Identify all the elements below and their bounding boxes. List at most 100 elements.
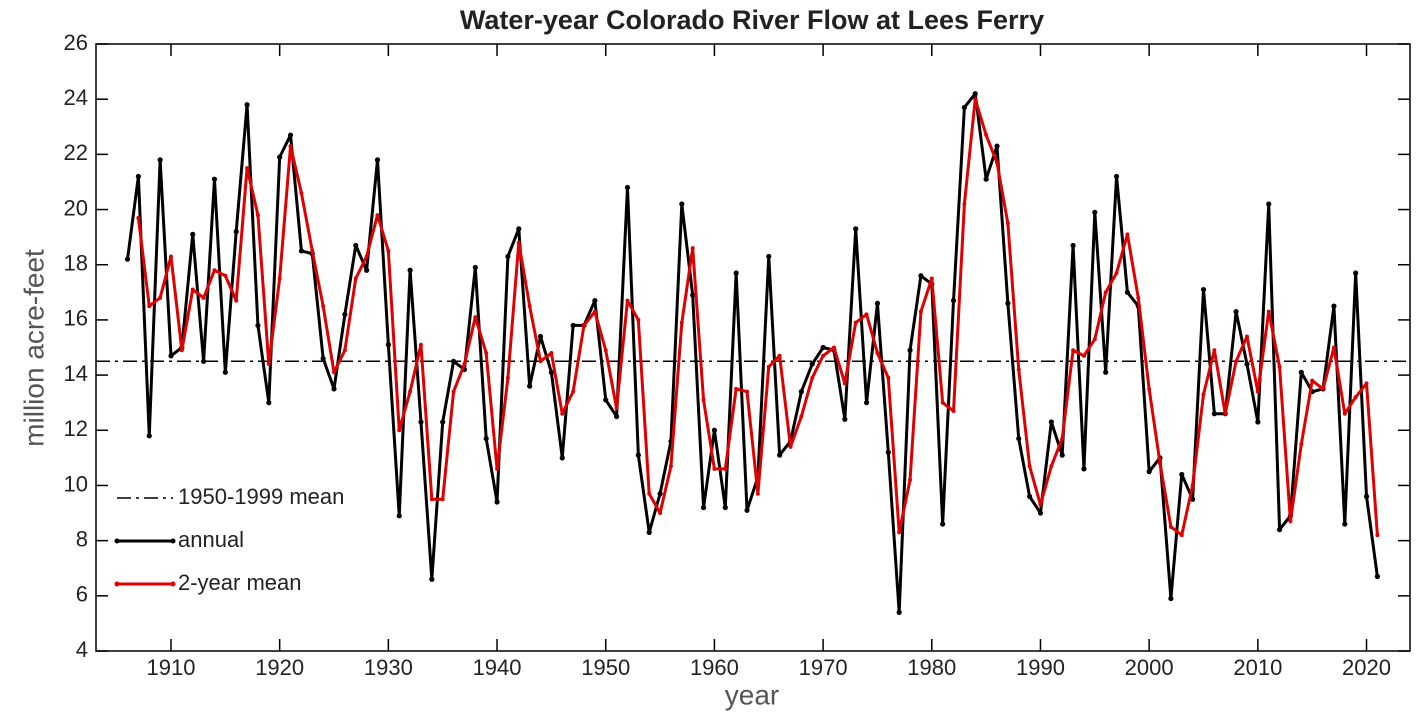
data-point (1113, 173, 1120, 180)
data-point (451, 389, 456, 394)
data-point (396, 513, 402, 519)
data-point (853, 226, 859, 232)
data-point (864, 312, 869, 317)
data-point (896, 609, 902, 615)
y-tick-label: 20 (64, 195, 88, 220)
y-tick-label: 18 (64, 251, 88, 276)
x-tick-label: 2020 (1342, 655, 1391, 680)
data-point (570, 322, 576, 329)
data-point (636, 317, 641, 322)
data-point (657, 491, 663, 497)
x-tick-label: 1970 (799, 655, 848, 680)
data-point (1016, 367, 1021, 372)
x-tick-label: 2000 (1125, 655, 1174, 680)
data-point (810, 375, 815, 380)
data-point (874, 300, 881, 306)
data-point (429, 576, 435, 582)
data-point (1038, 502, 1043, 507)
data-point (158, 295, 163, 300)
data-point (950, 297, 957, 304)
data-point (353, 276, 358, 281)
x-tick-label: 1930 (364, 655, 413, 680)
data-point (1146, 469, 1152, 475)
data-point (527, 383, 533, 389)
data-point (516, 240, 521, 245)
data-point (1255, 389, 1260, 394)
data-point (255, 213, 260, 218)
data-point (755, 491, 760, 496)
legend-marker (170, 581, 176, 587)
data-point (124, 256, 131, 262)
data-point (614, 406, 619, 411)
data-point (1092, 337, 1097, 342)
x-tick-label: 1960 (690, 655, 739, 680)
data-point (407, 267, 413, 273)
data-point (462, 362, 467, 367)
legend-marker (170, 538, 176, 544)
data-point (940, 521, 946, 527)
data-point (299, 190, 304, 195)
legend-label: 1950-1999 mean (178, 484, 344, 509)
data-point (1364, 381, 1369, 386)
data-point (495, 466, 500, 471)
data-point (733, 270, 739, 276)
data-point (1124, 289, 1131, 295)
data-point (712, 466, 717, 471)
data-point (450, 358, 457, 364)
data-point (1049, 464, 1054, 469)
data-point (1277, 364, 1282, 369)
data-point (1266, 309, 1271, 314)
data-point (831, 345, 836, 350)
data-point (798, 389, 804, 395)
data-point (375, 213, 380, 218)
x-tick-label: 1940 (473, 655, 522, 680)
data-point (788, 444, 793, 449)
data-point (592, 297, 598, 304)
data-point (473, 315, 478, 320)
data-point (1027, 493, 1033, 500)
data-point (766, 364, 771, 369)
data-point (1255, 419, 1261, 425)
data-point (212, 268, 217, 273)
chart-title: Water-year Colorado River Flow at Lees F… (460, 5, 1044, 35)
data-point (146, 433, 152, 439)
data-point (1179, 471, 1185, 478)
data-point (1081, 353, 1086, 358)
data-point (625, 298, 630, 303)
data-point (234, 298, 239, 303)
data-point (1244, 334, 1249, 339)
data-point (560, 411, 565, 416)
legend-marker (114, 581, 120, 587)
data-point (962, 202, 967, 207)
data-point (907, 347, 913, 353)
data-point (136, 215, 141, 220)
data-point (1059, 452, 1065, 458)
data-point (690, 246, 695, 251)
data-point (331, 386, 337, 392)
data-point (897, 530, 902, 535)
data-point (745, 389, 750, 394)
data-point (1310, 378, 1315, 383)
data-point (842, 416, 848, 422)
data-point (397, 428, 402, 433)
data-point (1299, 442, 1304, 447)
data-point (418, 342, 423, 347)
data-point (711, 427, 718, 433)
y-tick-label: 16 (64, 306, 88, 331)
data-point (1211, 411, 1217, 417)
data-point (332, 370, 337, 375)
data-point (1092, 209, 1098, 215)
y-tick-label: 22 (64, 140, 88, 165)
data-point (483, 435, 489, 442)
data-point (549, 351, 554, 356)
data-point (1298, 369, 1304, 375)
data-point (929, 276, 934, 281)
data-point (1071, 348, 1076, 353)
data-point (1374, 573, 1380, 580)
data-point (321, 304, 326, 309)
data-point (223, 273, 228, 278)
data-point (386, 248, 391, 253)
data-point (972, 91, 978, 97)
x-tick-label: 1990 (1016, 655, 1065, 680)
